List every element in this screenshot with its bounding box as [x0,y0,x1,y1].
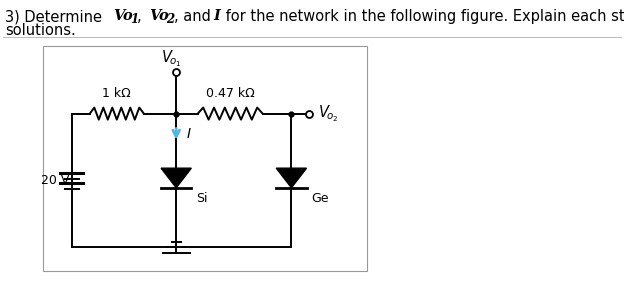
Text: I: I [213,9,220,23]
Text: Si: Si [196,192,208,205]
Text: Vo: Vo [113,9,133,23]
Text: 20 V: 20 V [41,174,69,187]
Text: 1: 1 [130,13,138,26]
Text: , and: , and [174,9,215,24]
Text: 0.47 kΩ: 0.47 kΩ [206,87,255,100]
Text: ,: , [137,9,146,24]
Text: $\mathit{V}_{\!\mathit{o}_1}$: $\mathit{V}_{\!\mathit{o}_1}$ [160,49,181,70]
Text: $\mathit{V}_{\!\mathit{o}_2}$: $\mathit{V}_{\!\mathit{o}_2}$ [318,103,339,124]
Text: 2: 2 [166,13,174,26]
Polygon shape [161,168,192,188]
Bar [43,46,367,271]
Text: 1 kΩ: 1 kΩ [102,87,131,100]
Text: for the network in the following figure. Explain each step of your: for the network in the following figure.… [221,9,624,24]
Polygon shape [276,168,306,188]
Text: I: I [187,127,191,141]
Text: solutions.: solutions. [5,23,76,38]
Text: Vo: Vo [149,9,168,23]
Text: 3) Determine: 3) Determine [5,9,107,24]
Text: Ge: Ge [311,192,329,205]
